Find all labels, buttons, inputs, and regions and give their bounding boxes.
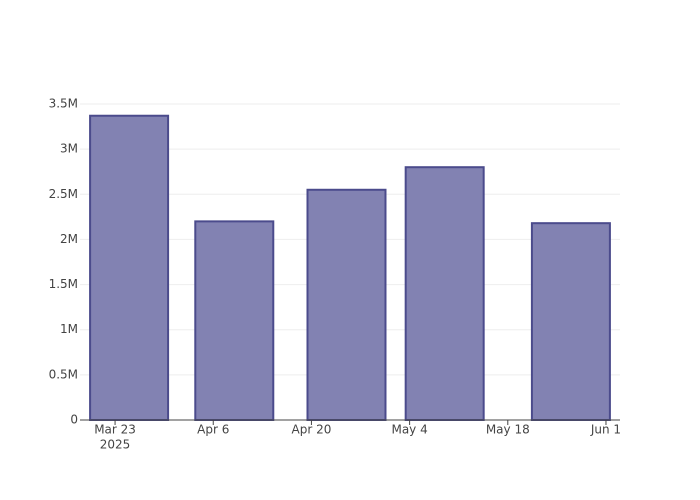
x-tick-label: May 4 — [391, 423, 427, 437]
y-tick-label: 2.5M — [49, 187, 78, 201]
y-tick-label: 1.5M — [49, 277, 78, 291]
bar — [194, 220, 275, 421]
x-tick-label: Mar 23 — [94, 423, 136, 437]
bar — [89, 114, 170, 421]
y-tick-label: 0.5M — [49, 367, 78, 381]
bar — [404, 166, 485, 421]
y-tick-label: 0 — [70, 413, 78, 427]
y-tick-label: 1M — [60, 322, 78, 336]
x-tick-label: Apr 6 — [197, 423, 229, 437]
x-year-label: 2025 — [100, 438, 131, 452]
y-tick-label: 2M — [60, 232, 78, 246]
bar — [530, 222, 611, 421]
x-tick-label: May 18 — [486, 423, 530, 437]
x-tick-label: Jun 1 — [590, 423, 621, 437]
y-tick-label: 3M — [60, 142, 78, 156]
y-tick-label: 3.5M — [49, 97, 78, 111]
bar — [306, 188, 387, 421]
x-tick-label: Apr 20 — [292, 423, 332, 437]
